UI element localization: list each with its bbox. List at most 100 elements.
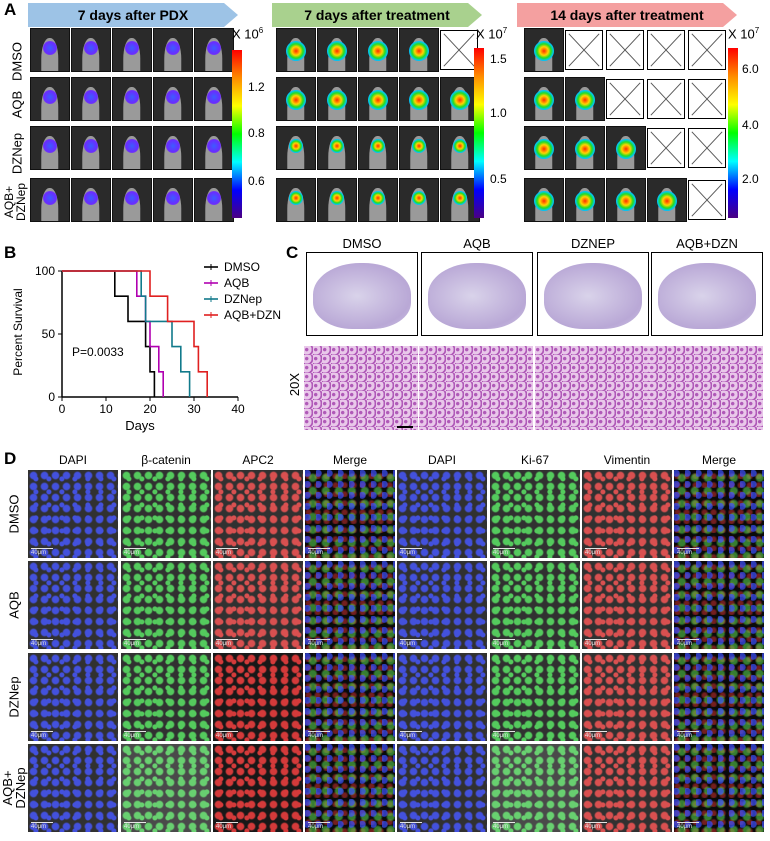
if-scale-bar bbox=[585, 639, 607, 640]
mouse-image bbox=[153, 77, 193, 121]
mouse-image bbox=[399, 28, 439, 72]
if-image: 40μm bbox=[305, 744, 395, 832]
if-scale-bar bbox=[31, 731, 53, 732]
mouse-image bbox=[194, 178, 234, 222]
panel-d-label: D bbox=[4, 449, 17, 468]
colorbar-1-tick-2: 0.8 bbox=[248, 126, 265, 140]
signal-blob bbox=[84, 41, 98, 55]
signal-blob bbox=[534, 41, 554, 61]
if-scale-bar bbox=[400, 731, 422, 732]
mouse-image bbox=[153, 28, 193, 72]
mouse-image bbox=[317, 126, 357, 170]
x-tick-label: 0 bbox=[59, 402, 66, 416]
mouse-image bbox=[30, 77, 70, 121]
panel-a-header-2: 7 days after treatment bbox=[272, 3, 482, 27]
panel-a-row-dznep: DZNep bbox=[9, 132, 25, 175]
signal-blob bbox=[453, 139, 467, 153]
if-image: 40μm bbox=[28, 653, 118, 741]
cross-icon bbox=[650, 131, 682, 165]
if-scale-text: 40μm bbox=[585, 550, 601, 556]
signal-blob bbox=[166, 41, 180, 55]
p-value: P=0.0033 bbox=[72, 345, 124, 359]
signal-blob bbox=[207, 41, 221, 55]
if-scale-text: 40μm bbox=[308, 641, 324, 647]
mouse-image bbox=[71, 178, 111, 222]
colorbar-2 bbox=[474, 48, 484, 218]
x-tick-label: 10 bbox=[99, 402, 113, 416]
panel-a-header-3: 14 days after treatment bbox=[517, 3, 737, 27]
y-axis-label: Percent Survival bbox=[11, 288, 25, 375]
if-row-label: AQB bbox=[2, 561, 26, 649]
mouse-image bbox=[358, 28, 398, 72]
x-tick-label: 40 bbox=[231, 402, 245, 416]
mouse-image bbox=[194, 126, 234, 170]
panel-c-label: C bbox=[286, 243, 299, 262]
survival-line-aqb-dzn bbox=[62, 270, 208, 397]
brain-tissue bbox=[658, 263, 756, 329]
if-scale-text: 40μm bbox=[124, 733, 140, 739]
mouse-image bbox=[565, 77, 605, 121]
if-scale-bar bbox=[124, 822, 146, 823]
brain-tissue bbox=[313, 263, 411, 329]
mouse-image bbox=[524, 126, 564, 170]
if-row-label: DMSO bbox=[2, 470, 26, 558]
mouse-image bbox=[524, 178, 564, 222]
mouse-image bbox=[606, 126, 646, 170]
signal-blob bbox=[207, 139, 221, 153]
signal-blob bbox=[166, 191, 180, 205]
if-scale-text: 40μm bbox=[124, 550, 140, 556]
if-scale-text: 40μm bbox=[585, 641, 601, 647]
survival-line-dznep bbox=[62, 270, 191, 397]
signal-blob bbox=[534, 139, 554, 159]
mouse-image bbox=[317, 28, 357, 72]
colorbar-2-tick-3: 0.5 bbox=[490, 172, 507, 186]
if-image: 40μm bbox=[305, 561, 395, 649]
x-axis-label: Days bbox=[125, 418, 155, 433]
mouse-image bbox=[317, 178, 357, 222]
if-image: 40μm bbox=[213, 470, 303, 558]
y-tick-label: 100 bbox=[35, 264, 55, 278]
brain-tissue bbox=[428, 263, 526, 329]
signal-blob bbox=[43, 139, 57, 153]
if-column-header: DAPI bbox=[427, 453, 456, 467]
if-image: 40μm bbox=[28, 561, 118, 649]
if-scale-text: 40μm bbox=[677, 824, 693, 830]
brain-section-image bbox=[651, 252, 763, 336]
if-image: 40μm bbox=[213, 653, 303, 741]
mouse-image bbox=[317, 77, 357, 121]
cross-icon bbox=[650, 33, 682, 67]
if-scale-bar bbox=[585, 822, 607, 823]
colorbar-3 bbox=[728, 48, 738, 218]
x-tick-label: 20 bbox=[143, 402, 157, 416]
signal-blob bbox=[84, 139, 98, 153]
signal-blob bbox=[575, 139, 595, 159]
missing-mouse-box bbox=[440, 30, 478, 70]
if-image: 40μm bbox=[213, 561, 303, 649]
colorbar-2-tick-1: 1.5 bbox=[490, 52, 507, 66]
if-image: 40μm bbox=[397, 470, 487, 558]
if-column-header: Merge bbox=[332, 453, 367, 467]
if-scale-text: 40μm bbox=[400, 824, 416, 830]
histology-group-label: AQB bbox=[463, 236, 491, 251]
if-image: 40μm bbox=[674, 653, 764, 741]
signal-blob bbox=[409, 41, 429, 61]
if-scale-bar bbox=[308, 548, 330, 549]
if-row-label-text: AQB+ DZNep bbox=[0, 767, 28, 809]
brain-section-image bbox=[306, 252, 418, 336]
if-scale-text: 40μm bbox=[308, 550, 324, 556]
if-scale-bar bbox=[31, 822, 53, 823]
if-scale-text: 40μm bbox=[493, 550, 509, 556]
if-image: 40μm bbox=[674, 561, 764, 649]
mouse-image bbox=[30, 28, 70, 72]
if-row-label-text: DZNep bbox=[6, 676, 22, 718]
colorbar-2-exponent: X 107 bbox=[476, 26, 508, 42]
if-scale-text: 40μm bbox=[677, 733, 693, 739]
signal-blob bbox=[575, 90, 595, 110]
mouse-image bbox=[606, 178, 646, 222]
if-scale-bar bbox=[677, 548, 699, 549]
signal-blob bbox=[327, 90, 347, 110]
if-scale-bar bbox=[585, 731, 607, 732]
if-scale-text: 40μm bbox=[31, 824, 47, 830]
signal-blob bbox=[412, 139, 426, 153]
if-image: 40μm bbox=[674, 744, 764, 832]
